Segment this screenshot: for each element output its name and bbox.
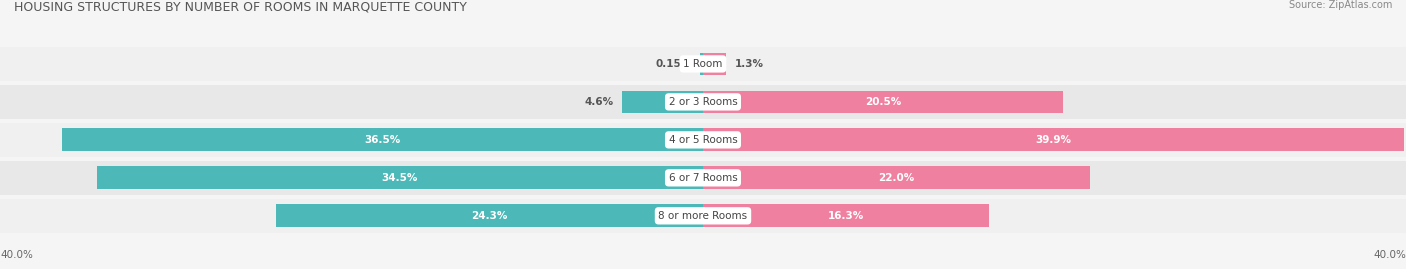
Text: 16.3%: 16.3% (828, 211, 865, 221)
Text: 40.0%: 40.0% (0, 250, 32, 260)
Text: 39.9%: 39.9% (1036, 135, 1071, 145)
Bar (0, 47, 1406, 81)
Text: 24.3%: 24.3% (471, 211, 508, 221)
Bar (621, 90, 703, 113)
Text: 40.0%: 40.0% (1374, 250, 1406, 260)
Bar (703, 90, 1063, 113)
Bar (703, 204, 990, 227)
Bar (0, 161, 1406, 195)
Bar (0, 123, 1406, 157)
Text: 4 or 5 Rooms: 4 or 5 Rooms (669, 135, 737, 145)
Text: 1.3%: 1.3% (734, 59, 763, 69)
Bar (0, 85, 1406, 119)
Text: 4.6%: 4.6% (585, 97, 613, 107)
Text: 0.15%: 0.15% (655, 59, 692, 69)
Text: HOUSING STRUCTURES BY NUMBER OF ROOMS IN MARQUETTE COUNTY: HOUSING STRUCTURES BY NUMBER OF ROOMS IN… (14, 0, 467, 13)
Text: 2 or 3 Rooms: 2 or 3 Rooms (669, 97, 737, 107)
Text: 6 or 7 Rooms: 6 or 7 Rooms (669, 173, 737, 183)
Bar (700, 52, 703, 75)
Text: 20.5%: 20.5% (865, 97, 901, 107)
Bar (62, 129, 703, 151)
Bar (276, 204, 703, 227)
Bar (703, 167, 1090, 189)
Text: 34.5%: 34.5% (381, 173, 418, 183)
Text: 22.0%: 22.0% (879, 173, 914, 183)
Text: 8 or more Rooms: 8 or more Rooms (658, 211, 748, 221)
Bar (703, 52, 725, 75)
Bar (703, 129, 1405, 151)
Bar (0, 199, 1406, 233)
Text: Source: ZipAtlas.com: Source: ZipAtlas.com (1288, 0, 1392, 10)
Text: 36.5%: 36.5% (364, 135, 401, 145)
Text: 1 Room: 1 Room (683, 59, 723, 69)
Bar (97, 167, 703, 189)
